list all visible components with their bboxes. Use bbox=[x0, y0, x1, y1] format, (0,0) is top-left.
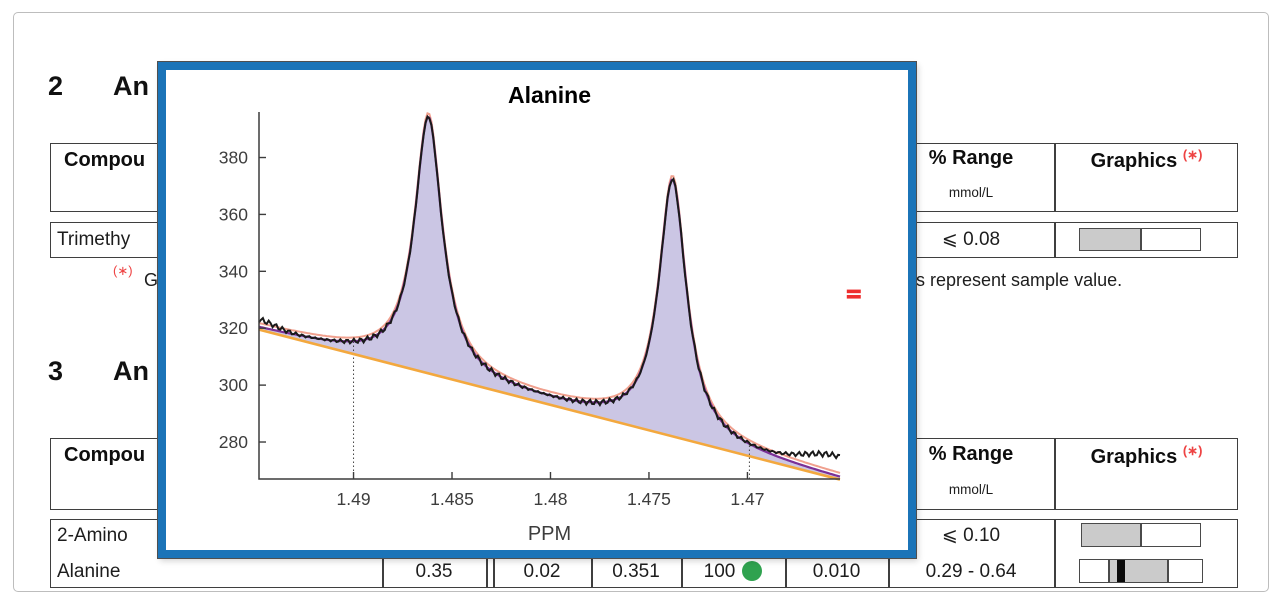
bar-segment bbox=[1108, 560, 1111, 582]
range-value: ⩽ 0.10 bbox=[941, 525, 1001, 546]
section-3-number: 3 bbox=[48, 356, 64, 386]
error-marker bbox=[846, 294, 861, 299]
bar-segment bbox=[1116, 560, 1125, 582]
table-cell-raw: 0.351 bbox=[612, 561, 660, 582]
page-frame bbox=[13, 12, 1269, 592]
x-tick-label: 1.485 bbox=[430, 489, 474, 509]
graphics-bar bbox=[1079, 228, 1201, 251]
section-2-title: An bbox=[113, 71, 149, 101]
column-divider bbox=[1054, 144, 1056, 211]
header-cell-graphics: Graphics (∗) bbox=[1090, 147, 1203, 172]
footnote-text-left: G bbox=[144, 270, 159, 290]
header-cell-range-unit: mmol/L bbox=[948, 482, 994, 497]
table-cell-lod: 0.02 bbox=[523, 561, 561, 582]
footnote-marker: (∗) bbox=[113, 263, 133, 278]
range-value: ⩽ 0.08 bbox=[941, 229, 1001, 250]
bar-segment bbox=[1140, 524, 1142, 546]
table-cell-error: 0.010 bbox=[812, 561, 861, 582]
table-cell-confidence: 100 bbox=[681, 561, 785, 583]
y-tick-label: 280 bbox=[219, 432, 248, 452]
header-cell-range-unit: mmol/L bbox=[948, 185, 994, 200]
y-tick-label: 340 bbox=[219, 261, 248, 281]
range-value: 0.29 - 0.64 bbox=[925, 561, 1017, 582]
graphics-bar bbox=[1079, 559, 1203, 583]
x-tick-label: 1.49 bbox=[337, 489, 371, 509]
graphics-footnote-marker: (∗) bbox=[1182, 147, 1203, 162]
bar-segment bbox=[1082, 524, 1141, 546]
compound-name[interactable]: Alanine bbox=[57, 561, 121, 582]
status-indicator-green bbox=[742, 561, 763, 581]
error-marker bbox=[846, 289, 861, 294]
footnote-text-right: s represent sample value. bbox=[916, 270, 1123, 290]
section-2-number: 2 bbox=[48, 71, 64, 101]
table-cell-concentration: 0.35 bbox=[415, 561, 453, 582]
bar-segment bbox=[1080, 229, 1142, 250]
chart-title: Alanine bbox=[508, 82, 591, 108]
y-tick-label: 320 bbox=[219, 318, 248, 338]
column-divider bbox=[1054, 223, 1056, 257]
component-line bbox=[258, 111, 841, 474]
fit-line bbox=[258, 115, 841, 478]
axes bbox=[258, 112, 840, 480]
column-divider bbox=[1054, 439, 1056, 509]
bar-segment bbox=[1140, 229, 1143, 250]
compound-name[interactable]: 2-Amino bbox=[57, 525, 128, 546]
header-cell-range: % Range bbox=[928, 147, 1014, 169]
y-tick-label: 360 bbox=[219, 204, 248, 224]
compound-name[interactable]: Trimethy bbox=[57, 229, 131, 250]
alanine-spectrum-chart: 280 300 320 340 360 380 1.49 1.485 1.48 1.475 1.47… bbox=[219, 82, 861, 545]
graphics-footnote-marker: (∗) bbox=[1182, 443, 1203, 458]
header-cell-graphics: Graphics (∗) bbox=[1090, 443, 1203, 468]
header-cell-compound: Compou bbox=[64, 444, 146, 466]
spectrum-popup: 280 300 320 340 360 380 1.49 1.485 1.48 1.475 1.47… bbox=[158, 62, 916, 558]
peak-area-fill bbox=[259, 117, 840, 480]
y-tick-label: 380 bbox=[219, 148, 248, 168]
x-axis-label: PPM bbox=[528, 523, 571, 545]
graphics-bar bbox=[1081, 523, 1201, 547]
x-tick-label: 1.48 bbox=[533, 489, 567, 509]
baseline-line bbox=[258, 328, 841, 481]
header-cell-range: % Range bbox=[928, 443, 1014, 465]
column-divider bbox=[1054, 520, 1056, 587]
raw-spectrum-line bbox=[258, 114, 841, 460]
x-tick-label: 1.47 bbox=[730, 489, 764, 509]
x-tick-label: 1.475 bbox=[627, 489, 671, 509]
section-3-title: An bbox=[113, 356, 149, 386]
y-tick-label: 300 bbox=[219, 375, 248, 395]
header-cell-compound: Compou bbox=[64, 149, 146, 171]
bar-segment bbox=[1166, 560, 1169, 582]
